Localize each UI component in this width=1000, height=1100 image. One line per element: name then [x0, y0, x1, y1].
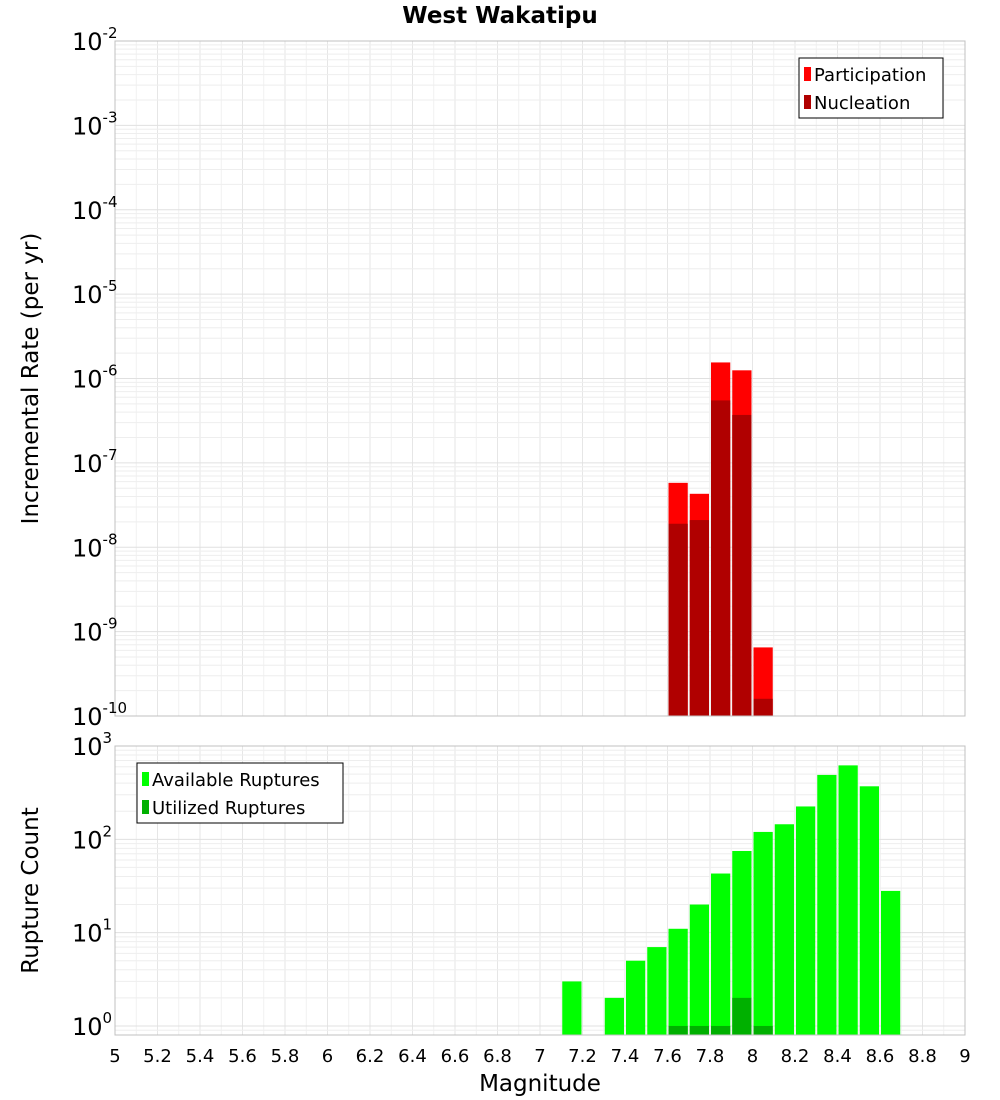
x-tick-label: 8.2 [781, 1046, 810, 1067]
x-tick-label: 5.4 [186, 1046, 215, 1067]
bar-utilized-ruptures [711, 1025, 731, 1035]
count-panel: 100 101 102 103 5 5.2 5.4 5.6 5.8 6 6.2 6.4 6.6 6.8 7… [18, 729, 971, 1097]
x-tick-label: 8.6 [866, 1046, 895, 1067]
bar-available-ruptures [604, 997, 624, 1035]
legend-swatch [142, 800, 149, 814]
bar-nucleation [668, 523, 688, 716]
y-tick-label: 10-4 [72, 193, 118, 225]
bar-utilized-ruptures [668, 1025, 688, 1035]
rate-bars [668, 362, 773, 716]
x-tick-label: 7 [534, 1046, 545, 1067]
count-y-axis-label: Rupture Count [18, 807, 44, 973]
x-tick-label: 7.2 [568, 1046, 597, 1067]
rate-y-axis-label: Incremental Rate (per yr) [18, 233, 44, 525]
legend-swatch [804, 67, 811, 81]
x-tick-label: 5.6 [228, 1046, 257, 1067]
y-tick-label: 10-10 [72, 699, 127, 731]
x-tick-label: 9 [959, 1046, 970, 1067]
legend-swatch [804, 95, 811, 109]
x-tick-label: 8.8 [908, 1046, 937, 1067]
bar-available-ruptures [838, 765, 858, 1035]
bar-available-ruptures [562, 981, 582, 1035]
x-tick-label: 5.8 [271, 1046, 300, 1067]
x-ticks: 5 5.2 5.4 5.6 5.8 6 6.2 6.4 6.6 6.8 7 7.2 7.4 7.6 7.8 8… [109, 1046, 970, 1067]
legend-box [136, 762, 344, 824]
bar-nucleation [753, 698, 773, 716]
count-plot-frame [114, 745, 966, 1036]
x-tick-label: 8 [747, 1046, 758, 1067]
bar-nucleation [689, 520, 709, 716]
y-tick-label: 10-8 [72, 530, 118, 562]
count-legend: Available Ruptures Utilized Ruptures [136, 762, 344, 824]
bar-utilized-ruptures [753, 1025, 773, 1035]
x-tick-label: 7.4 [611, 1046, 640, 1067]
x-tick-label: 5.2 [143, 1046, 172, 1067]
bar-available-ruptures [817, 774, 837, 1035]
rate-panel: 10-2 10-3 10-4 10-5 10-6 10-7 10-8 10-9 10-10 In… [18, 24, 966, 731]
bar-available-ruptures [732, 850, 752, 1035]
bar-utilized-ruptures [732, 997, 752, 1035]
x-tick-label: 7.8 [696, 1046, 725, 1067]
rate-plot-frame [114, 40, 966, 717]
bar-available-ruptures [859, 786, 879, 1035]
legend-label: Participation [814, 65, 926, 86]
bar-available-ruptures [689, 904, 709, 1035]
chart-title: West Wakatipu [402, 3, 597, 29]
legend-label: Utilized Ruptures [152, 798, 305, 819]
y-tick-label: 100 [72, 1009, 112, 1041]
y-tick-label: 10-5 [72, 277, 118, 309]
y-tick-label: 10-3 [72, 108, 118, 140]
x-tick-label: 6 [322, 1046, 333, 1067]
y-tick-label: 103 [72, 729, 112, 761]
y-tick-label: 102 [72, 822, 112, 854]
bar-nucleation [711, 400, 731, 716]
rate-y-ticks: 10-2 10-3 10-4 10-5 10-6 10-7 10-8 10-9 10-10 [72, 24, 127, 731]
x-tick-label: 8.4 [823, 1046, 852, 1067]
bar-available-ruptures [711, 873, 731, 1035]
rate-legend: Participation Nucleation [798, 57, 944, 119]
legend-box [798, 57, 944, 119]
bar-available-ruptures [881, 890, 901, 1035]
x-axis-label: Magnitude [479, 1071, 601, 1097]
x-tick-label: 6.4 [398, 1046, 427, 1067]
y-tick-label: 101 [72, 916, 112, 948]
bar-available-ruptures [774, 824, 794, 1035]
x-tick-label: 6.8 [483, 1046, 512, 1067]
count-y-ticks: 100 101 102 103 [72, 729, 112, 1041]
y-tick-label: 10-2 [72, 24, 118, 56]
bar-nucleation [732, 414, 752, 716]
y-tick-label: 10-9 [72, 615, 118, 647]
rate-grid [114, 40, 966, 717]
legend-label: Nucleation [814, 93, 910, 114]
y-tick-label: 10-7 [72, 446, 118, 478]
y-tick-label: 10-6 [72, 362, 118, 394]
x-tick-label: 6.2 [356, 1046, 385, 1067]
bar-available-ruptures [626, 960, 646, 1035]
x-tick-label: 5 [109, 1046, 120, 1067]
bar-available-ruptures [796, 806, 816, 1035]
bar-available-ruptures [647, 947, 667, 1035]
x-tick-label: 6.6 [441, 1046, 470, 1067]
count-bars [562, 765, 901, 1035]
legend-swatch [142, 772, 149, 786]
legend-label: Available Ruptures [152, 770, 320, 791]
bar-available-ruptures [753, 831, 773, 1035]
x-tick-label: 7.6 [653, 1046, 682, 1067]
bar-available-ruptures [668, 928, 688, 1035]
bar-utilized-ruptures [689, 1025, 709, 1035]
